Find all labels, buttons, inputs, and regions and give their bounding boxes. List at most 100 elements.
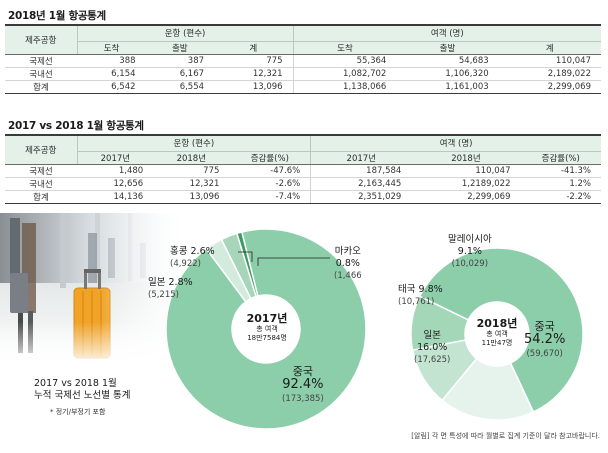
pie2017-japan-name: 일본 [148,277,166,288]
row-label: 합계 [5,190,77,204]
pie2017-label-hongkong: 홍콩 2.6% (4,922) [170,246,215,270]
row-label: 국내선 [5,177,77,191]
table1-group-flights: 운항 (편수) [77,24,294,42]
table-cell: 110,047 [498,54,601,68]
pie-slice-2018-1 [441,357,535,421]
table-cell: 775 [153,164,230,178]
row-label: 합계 [5,80,77,94]
table-cell: 12,321 [153,177,230,191]
pie2017-label-japan: 일본 2.8% (5,215) [148,277,193,301]
chart-caption: 2017 vs 2018 1월 누적 국제선 노선별 통계 [34,378,130,402]
table-cell: 6,542 [77,80,146,94]
pie2017-hongkong-name: 홍콩 [170,246,188,257]
table-cell: 1,138,066 [292,80,397,94]
leader-line [257,257,330,266]
pie2017-center-title: 2017년 [246,312,288,325]
pie2017-china-name: 중국 [292,365,314,378]
table-cell: 54,683 [396,54,499,68]
pie2018-china-count: (59,670) [526,349,563,359]
pie2017-china-count: (173,385) [282,394,324,404]
pie2018-china-name: 중국 [534,320,555,333]
row-label: 국제선 [5,164,77,178]
table-cell: 14,136 [77,190,154,204]
pie2018-label-china: 중국 54.2% (59,670) [524,320,565,361]
stats-table-2018-jan: 제주공항 운항 (편수) 여객 (명) 도착 출발 계 도착 출발 계 국제선 3… [5,24,601,94]
pie-slice-2017-1 [220,232,258,300]
pie2018-japan-percent: 16.0% [417,342,448,353]
pie2017-label-china: 중국 92.4% (173,385) [282,365,324,406]
table-cell: 1,082,702 [292,67,397,81]
pie2018-japan-name: 일본 [423,330,441,341]
table-cell: 6,154 [77,67,146,81]
pie2017-china-percent: 92.4% [282,377,324,392]
table1-col-header: 도착 [77,41,146,55]
footnote: [알림] 각 면 특성에 따라 월별로 집계 기준이 달라 참고바랍니다. [411,432,600,440]
table2-col-header: 2017년 [310,151,412,165]
pie2017-macau-name: 마카오 [334,246,361,257]
table-row: 국내선 12,656 12,321 -2.6% 2,163,445 1,2189,022 1… [5,177,601,191]
table-cell: 387 [145,54,215,68]
chart-caption-line2: 누적 국제선 노선별 통계 [34,390,131,401]
table2-col-header: 2017년 [77,151,154,165]
table-cell: -41.3% [520,164,601,178]
chart-caption-note: * 정기/부정기 포함 [50,408,106,416]
pie2018-malaysia-percent: 9.1% [457,246,482,257]
pie2018-malaysia-name: 말레이시아 [448,234,492,245]
table-cell: 2,299,069 [411,190,521,204]
table-cell: 1.2% [520,177,601,191]
table-cell: 2,189,022 [498,67,601,81]
pie2018-center-sub1: 총 여객 [486,330,508,338]
pie2017-japan-count: (5,215) [148,290,179,300]
leader-line [238,251,253,262]
table2-group-flights: 운항 (편수) [77,134,311,152]
pie2018-china-percent: 54.2% [524,332,566,347]
pie2018-label-japan: 일본 16.0% (17,625) [414,330,450,366]
table-row: 국제선 1,480 775 -47.6% 187,584 110,047 -41.3% [5,164,601,178]
table-row: 국내선 6,154 6,167 12,321 1,082,702 1,106,320 2,1… [5,67,601,81]
pie2017-center-sub1: 총 여객 [256,325,278,333]
pie2018-thailand-count: (10,761) [398,297,435,307]
table1-title: 2018년 1월 항공통계 [8,10,106,22]
chart-caption-line1: 2017 vs 2018 1월 [34,378,117,389]
pie2017-macau-count: (1,466 [334,271,362,281]
table-cell: 6,554 [145,80,215,94]
table1-col-header: 계 [498,41,601,55]
table2-row-header: 제주공항 [5,134,78,165]
row-label: 국제선 [5,54,77,68]
table2-group-passengers: 여객 (명) [310,134,601,152]
table-cell: 1,106,320 [396,67,499,81]
pie2018-center-sub2: 11만47명 [481,339,513,347]
table-cell: 775 [214,54,294,68]
table-cell: 55,364 [292,54,397,68]
table-cell: 12,656 [77,177,154,191]
stats-table-2017-vs-2018: 제주공항 운항 (편수) 여객 (명) 2017년 2018년 증감률(%) 2… [5,134,601,204]
table-cell: 2,163,445 [310,177,412,191]
table-cell: 1,2189,022 [411,177,521,191]
table2-title: 2017 vs 2018 1월 항공통계 [8,120,144,132]
table-cell: 388 [77,54,146,68]
table-cell: 187,584 [310,164,412,178]
pie2018-center-title: 2018년 [476,317,518,330]
pie2017-hongkong-count: (4,922) [170,259,201,269]
pie2017-macau-percent: 0.8% [335,258,360,269]
pie2018-label-malaysia: 말레이시아 9.1% (10,029) [448,234,492,270]
table-cell: 13,096 [153,190,230,204]
table-cell: -2.6% [229,177,311,191]
table-cell: 1,161,003 [396,80,499,94]
table-row: 국제선 388 387 775 55,364 54,683 110,047 [5,54,601,68]
pie2018-label-thailand: 태국 9.8% (10,761) [398,284,443,308]
pie2017-center: 2017년 총 여객 18만7584명 [236,313,298,343]
table-cell: 110,047 [411,164,521,178]
airport-photo [0,213,180,368]
table-cell: 13,096 [214,80,294,94]
table-cell: -7.4% [229,190,311,204]
table2-col-header: 증감률(%) [229,151,311,165]
pie2018-center: 2018년 총 여객 11만47명 [466,318,528,348]
pie2017-center-sub2: 18만7584명 [247,334,287,342]
row-label: 국내선 [5,67,77,81]
pie2018-malaysia-count: (10,029) [451,259,489,269]
pie-slice-2017-3 [235,231,259,298]
table1-col-header: 출발 [396,41,499,55]
table-row: 합계 14,136 13,096 -7.4% 2,351,029 2,299,069 -2.… [5,190,601,204]
table2-col-header: 증감률(%) [520,151,601,165]
